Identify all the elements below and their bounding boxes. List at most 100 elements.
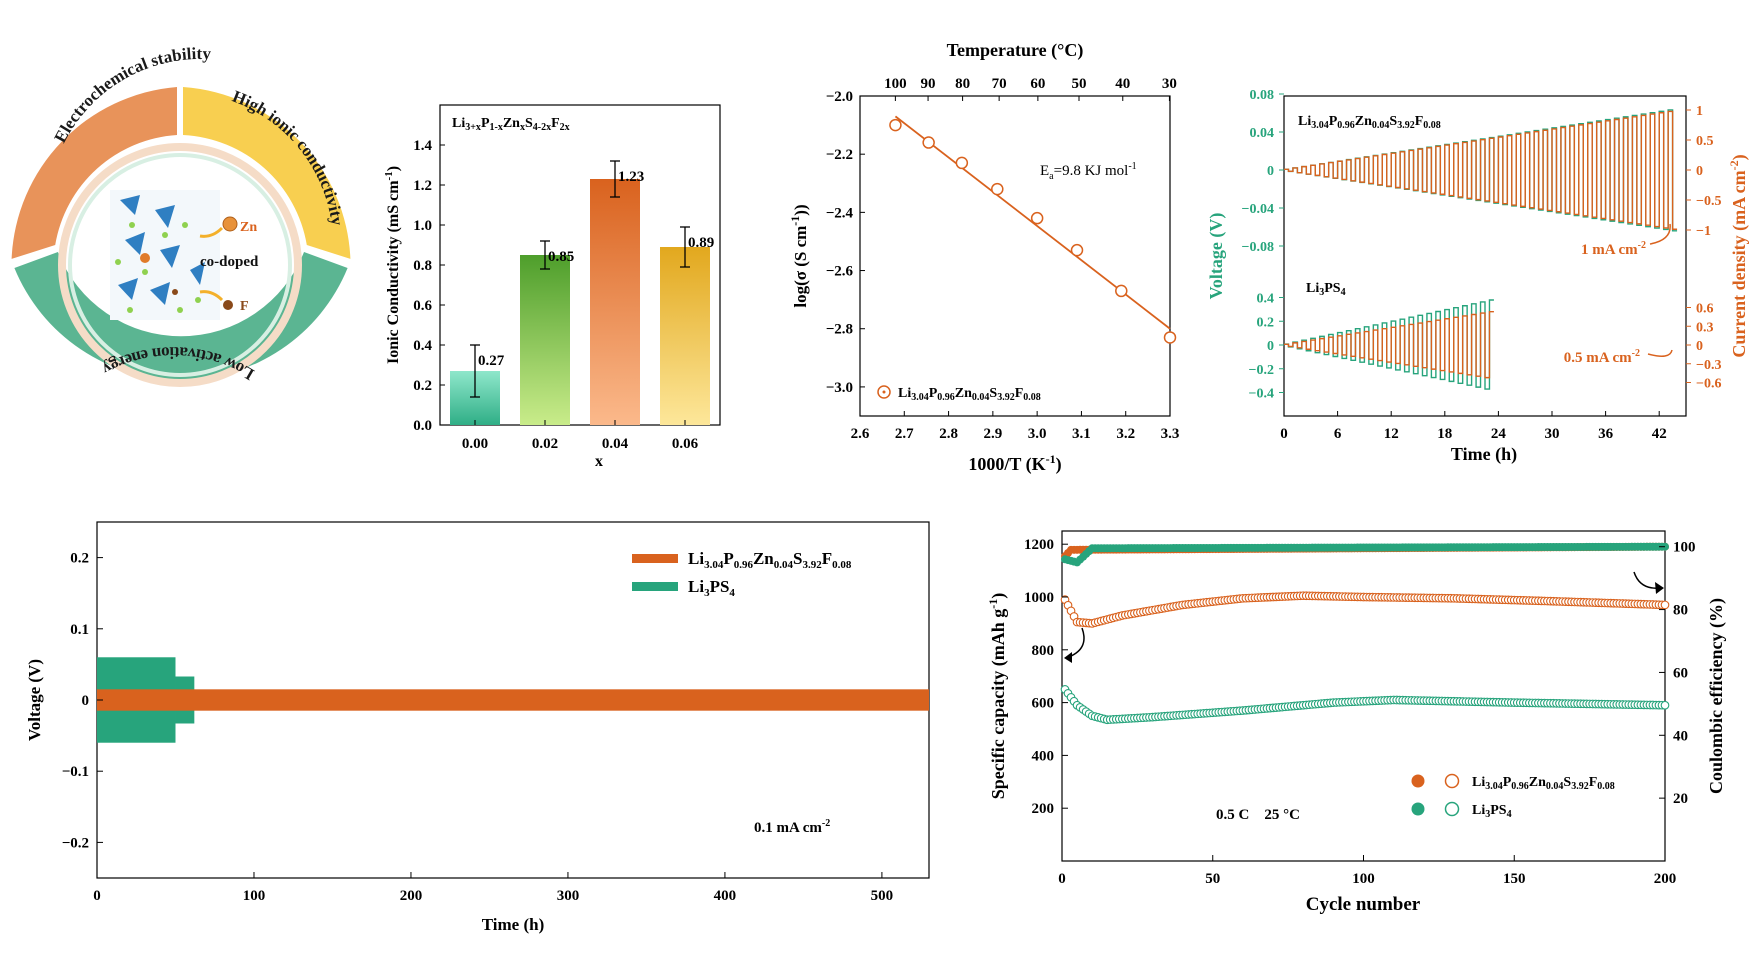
bar-x-tick-label-2: 0.04 — [602, 436, 629, 452]
polarization-layer: 0.08 0.04 0 −0.04 −0.08 1 0.5 0 −0.5 −1 0.4 0.2 0 −0.… — [1242, 88, 1722, 442]
pol-left-tick-label-lower-3: −0.2 — [1249, 363, 1274, 378]
polarization-legend-upper: Li3.04P0.96Zn0.04S3.92F0.08 — [1298, 114, 1441, 131]
pol-right-tick-label-upper-0: 1 — [1696, 104, 1703, 119]
bar-y-ticks: 0.0 0.2 0.4 0.6 0.8 1.0 1.2 1.4 — [413, 138, 445, 434]
arrhenius-x-label: 1000/T (K-1) — [968, 452, 1061, 475]
cycling-y-tick-label-4: −0.2 — [62, 835, 89, 851]
cycling-y-tick-label-0: 0.2 — [70, 551, 89, 567]
pol-right-tick-label-upper-2: 0 — [1696, 164, 1703, 179]
capacity-legend-label-pristine: Li3PS4 — [1472, 803, 1512, 820]
arrhenius-point-0 — [889, 118, 902, 132]
label-zn: Zn — [240, 220, 257, 235]
bar-layer: 0.27 0.85 1.23 0.89 — [450, 160, 714, 425]
bar-y-tick-label-6: 1.2 — [413, 178, 432, 194]
pol-right-tick-label-upper-1: 0.5 — [1696, 134, 1714, 149]
pol-x-tick-label-6: 36 — [1598, 426, 1614, 442]
arrhenius-point-5 — [1070, 243, 1084, 257]
capacity-layer: 0 50 100 150 200 200 400 600 800 1000 1200 20 40 60 80… — [1024, 537, 1696, 887]
polarization-y-label-right: Current density (mA cm-2) — [1727, 154, 1750, 357]
pol-left-tick-label-lower-2: 0 — [1267, 339, 1274, 354]
arrhenius-top-tick-label-7: 30 — [1162, 76, 1177, 92]
label-f: F — [240, 299, 249, 314]
arrhenius-chart: 2.6 2.7 2.8 2.9 3.0 3.1 3.2 3.3 −2.0 −2.2 −2.4 −2.6… — [788, 40, 1179, 475]
wheel-segment-right — [183, 87, 351, 259]
cycling-y-tick-label-1: 0.1 — [70, 622, 89, 638]
arrhenius-y-tick-label-1: −2.2 — [826, 147, 853, 163]
arrhenius-top-tick-label-1: 90 — [921, 76, 936, 92]
cycling-legend-label-pristine: Li3PS4 — [688, 577, 735, 599]
bar-y-tick-label-3: 0.6 — [413, 298, 432, 314]
arrhenius-legend-marker — [877, 385, 891, 399]
pol-left-tick-label-lower-4: −0.4 — [1249, 387, 1274, 402]
arrhenius-x-tick-label-0: 2.6 — [851, 426, 870, 442]
arrhenius-point-2 — [955, 156, 969, 170]
cycling-y-label: Voltage (V) — [25, 659, 44, 741]
pol-left-tick-label-upper-1: 0.04 — [1250, 126, 1275, 141]
cycling-annotation: 0.1 mA cm-2 — [754, 818, 830, 836]
efficiency-y-tick-label-4: 100 — [1673, 540, 1696, 556]
bar-y-tick-label-2: 0.4 — [413, 338, 432, 354]
bar-x-tick-label-0: 0.00 — [462, 436, 488, 452]
f-arrow-icon — [199, 290, 224, 302]
efficiency-y-tick-label-0: 20 — [1673, 791, 1688, 807]
pol-right-tick-label-lower-2: 0 — [1696, 339, 1703, 354]
bar-x-tick-label-3: 0.06 — [672, 436, 699, 452]
cycling-y-tick-label-2: 0 — [82, 693, 90, 709]
pol-x-tick-label-7: 42 — [1652, 426, 1667, 442]
bar-x-label: x — [595, 453, 603, 470]
capacity-y-label-left: Specific capacity (mAh g-1) — [986, 593, 1009, 799]
cycling-legend-swatch-doped — [632, 554, 678, 563]
polarization-chart: 0.08 0.04 0 −0.04 −0.08 1 0.5 0 −0.5 −1 0.4 0.2 0 −0.… — [1206, 88, 1750, 465]
cycling-x-tick-label-3: 300 — [557, 888, 580, 904]
bar-y-tick-label-4: 0.8 — [413, 258, 432, 274]
cycling-legend-label-doped: Li3.04P0.96Zn0.04S3.92F0.08 — [688, 549, 852, 571]
arrhenius-legend-label: Li3.04P0.96Zn0.04S3.92F0.08 — [898, 386, 1041, 403]
capacity-series-1 — [1060, 542, 1670, 725]
cycling-x-tick-label-4: 400 — [714, 888, 737, 904]
arrhenius-x-tick-label-5: 3.1 — [1072, 426, 1091, 442]
cycling-x-tick-label-0: 0 — [93, 888, 101, 904]
bar-value-label-3: 0.89 — [688, 235, 714, 251]
arrhenius-point-6 — [1115, 284, 1128, 298]
capacity-x-label: Cycle number — [1306, 894, 1421, 915]
capacity-legend-marker-doped-open — [1444, 773, 1460, 789]
capacity-y-tick-label-5: 1200 — [1024, 537, 1054, 553]
cycling-x-tick-label-1: 100 — [243, 888, 266, 904]
polarization-legend-lower: Li3PS4 — [1306, 281, 1346, 298]
bar-value-label-0: 0.27 — [478, 353, 505, 369]
bar-3 — [660, 247, 710, 425]
pol-left-tick-label-lower-0: 0.4 — [1257, 292, 1275, 307]
capacity-annotation: 0.5 C 25 °C — [1216, 807, 1300, 823]
pol-right-tick-label-lower-0: 0.6 — [1696, 302, 1714, 317]
bar-value-label-1: 0.85 — [548, 249, 574, 265]
current-label-upper: 1 mA cm-2 — [1581, 240, 1646, 258]
capacity-x-tick-label-4: 200 — [1654, 871, 1677, 887]
cycling-y-tick-label-3: −0.1 — [62, 764, 89, 780]
pol-x-tick-label-5: 30 — [1545, 426, 1560, 442]
pol-left-tick-label-upper-2: 0 — [1267, 164, 1274, 179]
arrhenius-x-tick-label-4: 3.0 — [1028, 426, 1047, 442]
pol-x-tick-label-3: 18 — [1437, 426, 1452, 442]
polarization-x-label: Time (h) — [1451, 444, 1517, 465]
capacity-y-tick-label-1: 400 — [1032, 748, 1055, 764]
capacity-x-tick-label-0: 0 — [1058, 871, 1066, 887]
capacity-x-tick-label-3: 150 — [1503, 871, 1526, 887]
bar-y-tick-label-5: 1.0 — [413, 218, 432, 234]
capacity-point — [1660, 600, 1670, 610]
capacity-y-tick-label-3: 800 — [1032, 643, 1055, 659]
bar-y-tick-label-7: 1.4 — [413, 138, 432, 154]
arrhenius-annotation: Ea=9.8 KJ mol-1 — [1040, 161, 1137, 182]
arrhenius-x-tick-label-2: 2.8 — [939, 426, 958, 442]
bar-2 — [590, 179, 640, 425]
pol-right-tick-label-lower-4: −0.6 — [1696, 377, 1721, 392]
arrhenius-point-3 — [991, 182, 1004, 196]
schematic-wheel: Electrochemical stability High ionic con… — [11, 44, 351, 387]
arrhenius-top-tick-label-6: 40 — [1115, 76, 1130, 92]
cycling-layer: 0 100 200 300 400 500 0.2 0.1 0 −0.1 −0.2 — [62, 551, 929, 904]
arrow-left-icon — [1065, 627, 1085, 659]
pol-left-tick-label-upper-4: −0.08 — [1242, 240, 1274, 255]
efficiency-y-tick-label-1: 40 — [1673, 728, 1688, 744]
cycling-legend-swatch-pristine — [632, 582, 678, 591]
arrhenius-point-7 — [1163, 331, 1177, 344]
